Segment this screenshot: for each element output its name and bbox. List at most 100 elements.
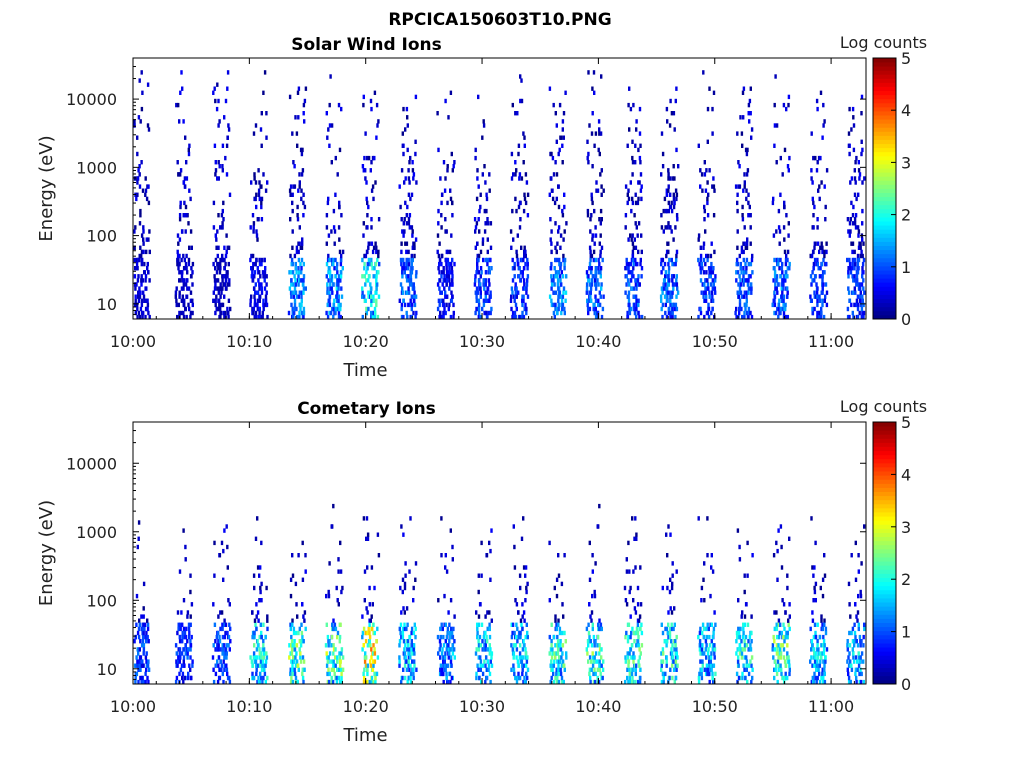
cell: [775, 257, 779, 263]
cell: [564, 290, 568, 295]
cell: [451, 278, 454, 283]
cell: [745, 667, 748, 672]
cell: [853, 622, 856, 627]
cell: [304, 86, 308, 91]
cell: [817, 667, 820, 672]
cell: [219, 314, 222, 320]
cell: [749, 261, 753, 267]
cell: [739, 278, 742, 283]
cell: [186, 655, 189, 660]
cell: [335, 585, 338, 591]
cell: [334, 626, 338, 632]
cell: [788, 663, 791, 668]
cell: [227, 310, 230, 316]
cell: [405, 213, 408, 218]
cell: [327, 127, 330, 132]
cell: [782, 298, 785, 303]
cell: [846, 643, 849, 648]
cell: [738, 253, 741, 259]
cell: [414, 274, 418, 279]
cell: [711, 184, 714, 189]
cell: [593, 589, 596, 595]
cell: [178, 569, 182, 574]
cell: [451, 168, 454, 173]
cell: [136, 314, 139, 320]
cell: [710, 622, 713, 627]
cell: [736, 131, 739, 136]
cell: [295, 643, 299, 648]
cell: [181, 630, 184, 636]
cell: [850, 630, 853, 636]
cell: [335, 286, 338, 291]
cell: [639, 160, 642, 165]
cell: [336, 667, 339, 672]
cell: [668, 176, 672, 181]
cell: [856, 643, 860, 648]
colorbar-step: [873, 310, 896, 316]
cell: [182, 626, 186, 632]
cell: [662, 229, 665, 234]
cell: [856, 225, 860, 230]
cell: [136, 176, 140, 181]
cell: [698, 261, 701, 267]
cell: [784, 278, 787, 283]
cell: [142, 647, 146, 652]
cell: [304, 286, 307, 291]
cell: [782, 622, 785, 627]
cell: [408, 651, 411, 656]
cell: [671, 314, 674, 320]
cell: [296, 217, 300, 222]
cell: [520, 659, 524, 664]
cell: [814, 274, 817, 279]
cell: [190, 602, 194, 607]
cell: [474, 274, 477, 279]
cell: [183, 266, 186, 271]
cell: [437, 266, 440, 271]
cell: [594, 639, 597, 644]
cell: [371, 602, 374, 607]
cell: [637, 180, 640, 185]
cell: [187, 257, 191, 263]
cell: [821, 626, 824, 632]
cell: [782, 647, 786, 652]
cell: [861, 274, 864, 279]
cell: [741, 213, 744, 218]
cell: [705, 294, 708, 299]
cell: [590, 298, 593, 303]
cell: [636, 200, 640, 206]
cell: [479, 192, 482, 197]
cell: [524, 261, 527, 267]
cell: [295, 270, 298, 275]
cell: [639, 565, 642, 570]
colorbar-step: [873, 450, 896, 456]
cell: [449, 659, 453, 664]
cell: [816, 639, 819, 644]
cell: [217, 614, 220, 619]
cell: [487, 310, 490, 316]
cell: [704, 639, 708, 644]
cell: [474, 229, 477, 234]
cell: [782, 225, 786, 230]
cell: [699, 253, 703, 259]
cell: [855, 614, 858, 619]
cell: [820, 180, 823, 185]
cell: [774, 310, 778, 316]
cell: [139, 119, 142, 124]
cell: [377, 249, 380, 255]
cell: [224, 253, 228, 259]
cell: [554, 618, 557, 623]
cell: [439, 278, 442, 283]
cell: [637, 302, 640, 308]
cell: [780, 306, 783, 312]
cell: [522, 565, 526, 570]
cell: [636, 278, 640, 283]
cell: [215, 245, 218, 250]
cell: [713, 643, 716, 648]
cell: [780, 266, 784, 271]
cell: [595, 188, 598, 193]
y-axis-label: Energy (eV): [36, 135, 57, 241]
cell: [488, 626, 491, 632]
cell: [224, 155, 227, 161]
cell: [708, 634, 711, 640]
cell: [704, 671, 708, 677]
